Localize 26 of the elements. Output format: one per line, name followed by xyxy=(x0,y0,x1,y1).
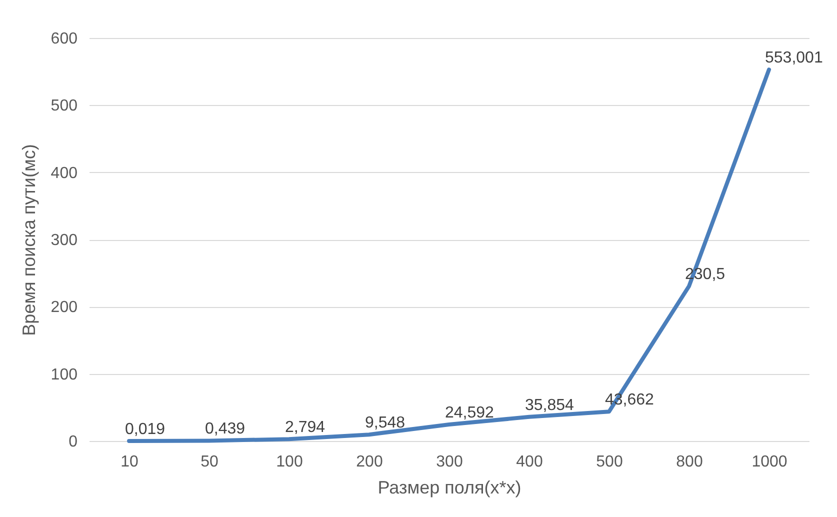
data-label: 24,592 xyxy=(445,404,494,422)
y-tick-label: 0 xyxy=(68,434,78,450)
data-label: 0,439 xyxy=(205,420,246,438)
data-label: 0,019 xyxy=(125,420,166,438)
line-series xyxy=(127,68,771,443)
data-label: 9,548 xyxy=(365,414,406,432)
x-tick-label: 300 xyxy=(436,454,463,470)
x-tick-label: 10 xyxy=(120,454,138,470)
x-tick-label: 400 xyxy=(516,454,543,470)
y-tick-label: 100 xyxy=(50,366,78,384)
y-tick-label: 500 xyxy=(50,98,78,115)
x-tick-label: 50 xyxy=(200,454,218,470)
x-tick-label: 500 xyxy=(596,454,623,470)
x-tick-label: 100 xyxy=(276,454,303,470)
data-label: 35,854 xyxy=(525,396,574,414)
y-tick-label: 200 xyxy=(50,299,78,316)
y-tick-label: 300 xyxy=(50,232,78,249)
y-axis-title: Время поиска пути(мс) xyxy=(18,144,39,336)
data-label: 553,001 xyxy=(765,50,823,67)
x-tick-label: 200 xyxy=(356,454,383,470)
x-axis-title: Размер поля(x*x) xyxy=(378,478,522,498)
y-tick-label: 400 xyxy=(50,164,78,182)
data-label: 2,794 xyxy=(285,419,326,436)
x-tick-label: 800 xyxy=(676,454,703,470)
x-tick-label: 1000 xyxy=(752,454,788,470)
y-tick-label: 600 xyxy=(50,30,78,48)
